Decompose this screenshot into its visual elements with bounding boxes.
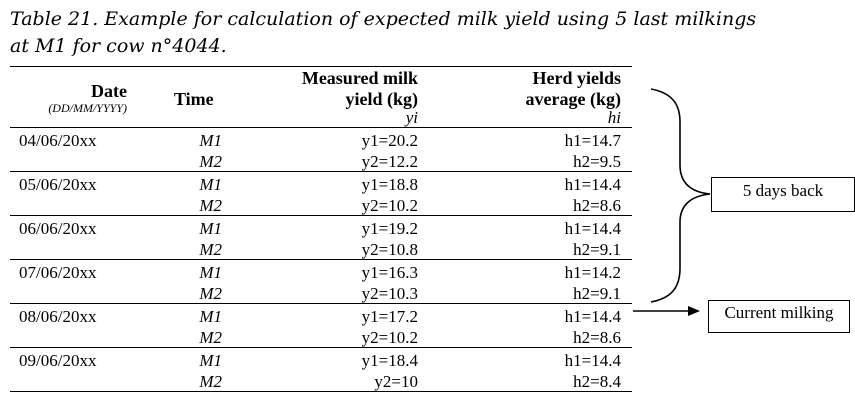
table-row: 07/06/20xx M1 M2 y1=16.3 y2=10.3 h1=14.2…: [10, 259, 632, 303]
header-measured-line1: Measured milk: [301, 68, 418, 88]
row-yield-1: y1=18.8: [361, 175, 418, 194]
row-time-1: M1: [199, 307, 222, 326]
right-brace: [650, 88, 711, 303]
row-date: 07/06/20xx: [19, 263, 97, 282]
row-herd-1: h1=14.4: [564, 175, 621, 194]
table-header: Date (DD/MM/YYYY) Time Measured milk yie…: [10, 67, 632, 127]
row-yield-1: y1=18.4: [361, 351, 418, 370]
row-yield-1: y1=16.3: [361, 263, 418, 282]
header-herd-line2: average (kg): [525, 89, 621, 109]
current-milking-label: Current milking: [708, 300, 850, 333]
row-time-1: M1: [199, 219, 222, 238]
row-yield-2: y2=10.2: [361, 328, 418, 347]
row-herd-2: h2=9.5: [573, 152, 621, 171]
row-date: 04/06/20xx: [19, 131, 97, 150]
header-date-format: (DD/MM/YYYY): [48, 101, 127, 115]
row-yield-1: y1=19.2: [361, 219, 418, 238]
row-time-1: M1: [199, 351, 222, 370]
table-row: 06/06/20xx M1 M2 y1=19.2 y2=10.8 h1=14.4…: [10, 215, 632, 259]
row-time-1: M1: [199, 175, 222, 194]
arrow-head-icon: [688, 306, 700, 316]
table-caption: Table 21. Example for calculation of exp…: [10, 8, 757, 57]
row-herd-2: h2=8.4: [573, 372, 621, 391]
row-yield-1: y1=20.2: [361, 131, 418, 150]
table-row: 08/06/20xx M1 M2 y1=17.2 y2=10.2 h1=14.4…: [10, 303, 632, 347]
row-yield-1: y1=17.2: [361, 307, 418, 326]
days-back-label: 5 days back: [711, 177, 855, 212]
row-time-2: M2: [199, 152, 222, 171]
row-yield-2: y2=10.3: [361, 284, 418, 303]
row-yield-2: y2=12.2: [361, 152, 418, 171]
row-herd-2: h2=8.6: [573, 196, 621, 215]
header-measured-line2: yield (kg): [345, 89, 418, 109]
row-time-2: M2: [199, 240, 222, 259]
row-herd-1: h1=14.2: [564, 263, 621, 282]
header-herd-average: Herd yields average (kg): [440, 68, 621, 110]
row-time-2: M2: [199, 196, 222, 215]
row-herd-2: h2=8.6: [573, 328, 621, 347]
header-measured-yield: Measured milk yield (kg): [240, 68, 418, 110]
row-herd-1: h1=14.4: [564, 307, 621, 326]
row-yield-2: y2=10: [374, 372, 418, 391]
header-herd-symbol: hi: [607, 108, 621, 127]
row-time-1: M1: [199, 263, 222, 282]
row-date: 05/06/20xx: [19, 175, 97, 194]
row-herd-1: h1=14.4: [564, 219, 621, 238]
header-measured-symbol: yi: [405, 108, 418, 127]
row-herd-2: h2=9.1: [573, 240, 621, 259]
row-date: 06/06/20xx: [19, 219, 97, 238]
header-date: Date: [91, 81, 127, 101]
row-herd-2: h2=9.1: [573, 284, 621, 303]
table-row: 04/06/20xx M1 M2 y1=20.2 y2=12.2 h1=14.7…: [10, 127, 632, 171]
row-yield-2: y2=10.2: [361, 196, 418, 215]
row-time-1: M1: [199, 131, 222, 150]
header-herd-line1: Herd yields: [532, 68, 622, 88]
row-herd-1: h1=14.4: [564, 351, 621, 370]
row-time-2: M2: [199, 284, 222, 303]
row-herd-1: h1=14.7: [564, 131, 621, 150]
table-row: 09/06/20xx M1 M2 y1=18.4 y2=10 h1=14.4 h…: [10, 347, 632, 391]
milk-yield-table: Date (DD/MM/YYYY) Time Measured milk yie…: [10, 66, 632, 392]
header-time: Time: [174, 89, 214, 109]
row-time-2: M2: [199, 372, 222, 391]
row-date: 09/06/20xx: [19, 351, 97, 370]
row-date: 08/06/20xx: [19, 307, 97, 326]
row-yield-2: y2=10.8: [361, 240, 418, 259]
table-row: 05/06/20xx M1 M2 y1=18.8 y2=10.2 h1=14.4…: [10, 171, 632, 215]
row-time-2: M2: [199, 328, 222, 347]
